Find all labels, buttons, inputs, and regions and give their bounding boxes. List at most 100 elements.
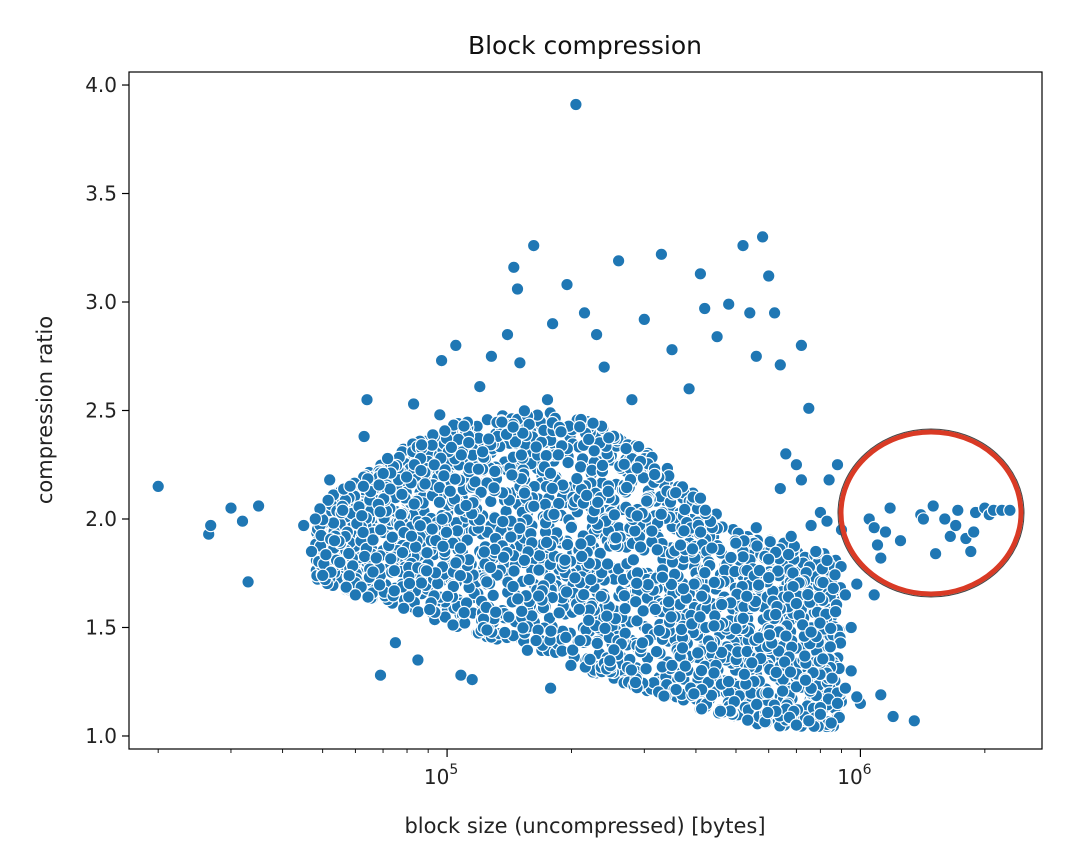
data-point — [749, 697, 764, 712]
data-point — [626, 552, 641, 567]
data-point — [769, 665, 784, 680]
data-point — [601, 430, 616, 445]
data-point — [437, 424, 452, 438]
data-point — [543, 466, 558, 481]
data-point — [775, 684, 790, 698]
data-point — [661, 594, 676, 609]
data-point — [516, 621, 530, 635]
data-point — [820, 514, 834, 528]
data-point — [630, 613, 644, 628]
data-point — [547, 507, 561, 522]
data-point — [564, 520, 579, 535]
data-point — [500, 327, 515, 342]
dense-point-cloud — [308, 403, 849, 734]
data-point — [676, 581, 691, 596]
data-point — [435, 512, 449, 526]
data-point — [693, 525, 708, 539]
data-point — [633, 540, 648, 554]
data-point — [372, 478, 386, 492]
data-point — [304, 544, 319, 559]
data-point — [599, 609, 614, 623]
data-point — [422, 602, 437, 617]
data-point — [781, 547, 796, 562]
data-point — [808, 544, 823, 559]
data-point — [597, 360, 611, 374]
data-point — [477, 545, 492, 559]
data-point — [399, 470, 414, 484]
data-point — [664, 610, 678, 624]
data-point — [479, 575, 494, 589]
data-point — [296, 518, 311, 533]
data-point — [425, 522, 439, 536]
data-point — [579, 488, 594, 503]
data-point — [453, 568, 468, 583]
data-point — [448, 472, 462, 486]
data-point — [641, 577, 655, 592]
data-point — [526, 499, 541, 514]
data-point — [755, 230, 770, 244]
data-point — [594, 589, 608, 604]
data-point — [611, 253, 626, 268]
y-tick-label: 3.5 — [85, 182, 117, 206]
data-point — [721, 674, 736, 689]
data-point — [761, 685, 775, 700]
data-point — [404, 529, 419, 543]
data-point — [707, 666, 721, 680]
data-point — [504, 530, 518, 544]
y-tick-label: 2.0 — [85, 507, 117, 531]
data-point — [529, 440, 543, 454]
data-point — [828, 604, 843, 619]
data-point — [574, 537, 588, 551]
data-point — [629, 576, 644, 591]
data-point — [740, 713, 755, 727]
data-point — [241, 575, 255, 589]
data-point — [657, 689, 671, 703]
data-point — [595, 458, 610, 473]
data-point — [495, 415, 509, 429]
data-point — [883, 501, 897, 515]
data-point — [694, 702, 709, 716]
data-point — [532, 563, 546, 577]
data-point — [628, 594, 643, 609]
data-point — [844, 620, 858, 635]
data-point — [826, 581, 841, 596]
data-point — [380, 451, 395, 466]
data-point — [820, 553, 834, 568]
data-point — [544, 624, 558, 638]
data-point — [624, 663, 639, 677]
data-point — [794, 338, 809, 353]
data-point — [937, 512, 952, 526]
data-point — [419, 563, 434, 578]
data-point — [440, 589, 455, 604]
data-point — [402, 576, 417, 591]
data-point — [804, 518, 818, 533]
data-point — [483, 560, 498, 575]
data-point — [668, 485, 683, 500]
x-tick-label: 106 — [837, 762, 871, 789]
data-point — [694, 589, 709, 603]
data-point — [394, 507, 408, 522]
data-point — [635, 635, 650, 650]
data-point — [736, 549, 750, 564]
data-point — [893, 533, 908, 548]
data-point — [322, 473, 337, 487]
data-point — [844, 664, 858, 678]
data-point — [414, 463, 428, 478]
data-point — [545, 316, 560, 331]
data-point — [488, 605, 503, 619]
data-point — [619, 480, 634, 495]
data-point — [907, 713, 922, 728]
data-point — [654, 507, 668, 521]
data-point — [587, 443, 601, 458]
data-point — [607, 507, 622, 522]
data-point — [697, 565, 712, 580]
data-point — [630, 461, 644, 475]
data-point — [812, 590, 827, 605]
data-point — [825, 671, 839, 685]
data-point — [505, 468, 519, 482]
data-point — [693, 491, 708, 505]
data-point — [444, 440, 459, 455]
data-point — [354, 508, 369, 523]
data-point — [432, 495, 447, 510]
data-point — [583, 572, 598, 587]
